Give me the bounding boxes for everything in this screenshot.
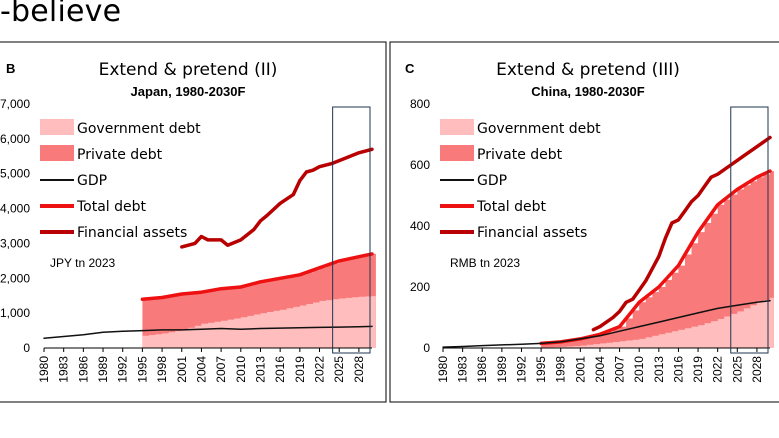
legend-label: Financial assets — [477, 225, 587, 241]
x-tick-label: 2016 — [273, 356, 287, 383]
x-tick-label: 2025 — [730, 356, 744, 383]
x-tick-label: 2013 — [652, 356, 666, 383]
legend-swatch — [440, 145, 474, 161]
x-tick-label: 1983 — [456, 356, 470, 383]
panel-letter: C — [405, 61, 415, 76]
y-tick-label: 6,000 — [0, 132, 30, 146]
legend-label: GDP — [77, 173, 107, 189]
legend-label: GDP — [477, 173, 507, 189]
x-tick-label: 1989 — [96, 356, 110, 383]
y-tick-label: 3,000 — [0, 236, 30, 250]
legend-label: Private debt — [77, 147, 163, 163]
panel-letter: B — [6, 61, 15, 76]
x-tick-label: 1995 — [135, 356, 149, 383]
x-tick-label: 2019 — [691, 356, 705, 383]
legend-label: Private debt — [477, 147, 563, 163]
legend-swatch — [40, 145, 74, 161]
x-tick-label: 1992 — [116, 356, 130, 383]
legend-label: Total debt — [76, 199, 147, 215]
x-tick-label: 2007 — [214, 356, 228, 383]
x-tick-label: 1986 — [475, 356, 489, 383]
x-tick-label: 1998 — [155, 356, 169, 383]
legend-label: Financial assets — [77, 225, 187, 241]
unit-label: JPY tn 2023 — [50, 256, 115, 270]
x-tick-label: 2001 — [175, 356, 189, 383]
y-tick-label: 0 — [23, 341, 30, 355]
x-tick-label: 2022 — [711, 356, 725, 383]
chart-subtitle: Japan, 1980-2030F — [131, 84, 246, 99]
x-tick-label: 2007 — [613, 356, 627, 383]
page-title: -believe — [0, 0, 122, 29]
area-government-debt — [541, 297, 774, 348]
x-tick-label: 1980 — [37, 356, 51, 383]
legend-label: Government debt — [477, 121, 601, 137]
x-tick-label: 1983 — [57, 356, 71, 383]
x-tick-label: 1992 — [514, 356, 528, 383]
x-tick-label: 1986 — [76, 356, 90, 383]
unit-label: RMB tn 2023 — [450, 256, 520, 270]
y-tick-label: 600 — [410, 158, 430, 172]
x-tick-label: 1980 — [436, 356, 450, 383]
line-gdp — [43, 325, 373, 339]
x-tick-label: 2004 — [593, 356, 607, 383]
line-financial-assets — [591, 135, 772, 332]
legend-swatch — [440, 119, 474, 135]
chart-panel-b — [0, 41, 387, 403]
y-tick-label: 1,000 — [0, 306, 30, 320]
y-tick-label: 4,000 — [0, 202, 30, 216]
y-tick-label: 2,000 — [0, 271, 30, 285]
y-tick-label: 0 — [423, 341, 430, 355]
x-tick-label: 2025 — [332, 356, 346, 383]
area-government-debt — [142, 296, 376, 348]
area-private-debt — [541, 171, 774, 348]
x-tick-label: 2004 — [194, 356, 208, 383]
x-tick-label: 2010 — [632, 356, 646, 383]
chart-frame — [389, 41, 779, 403]
y-tick-label: 7,000 — [0, 97, 30, 111]
x-tick-label: 2022 — [313, 356, 327, 383]
chart-title: Extend & pretend (II) — [99, 60, 278, 80]
y-tick-label: 800 — [410, 97, 430, 111]
x-tick-label: 1998 — [554, 356, 568, 383]
line-gdp — [442, 299, 771, 348]
x-tick-label: 1995 — [534, 356, 548, 383]
y-tick-label: 400 — [410, 219, 430, 233]
x-tick-label: 2028 — [750, 356, 764, 383]
forecast-box — [332, 106, 371, 354]
legend-swatch — [40, 119, 74, 135]
chart-title: Extend & pretend (III) — [496, 60, 680, 80]
forecast-box — [730, 106, 769, 354]
chart-subtitle: China, 1980-2030F — [531, 84, 645, 99]
x-tick-label: 2001 — [573, 356, 587, 383]
line-total-debt — [140, 252, 374, 301]
x-tick-label: 2019 — [293, 356, 307, 383]
x-tick-label: 2013 — [253, 356, 267, 383]
chart-frame — [0, 41, 387, 403]
x-tick-label: 2016 — [671, 356, 685, 383]
x-tick-label: 1989 — [495, 356, 509, 383]
chart-panel-c — [389, 41, 779, 403]
x-tick-label: 2010 — [234, 356, 248, 383]
legend-label: Total debt — [476, 199, 547, 215]
y-tick-label: 200 — [410, 280, 430, 294]
legend-label: Government debt — [77, 121, 201, 137]
line-financial-assets — [180, 147, 374, 249]
y-tick-label: 5,000 — [0, 167, 30, 181]
x-tick-label: 2028 — [352, 356, 366, 383]
